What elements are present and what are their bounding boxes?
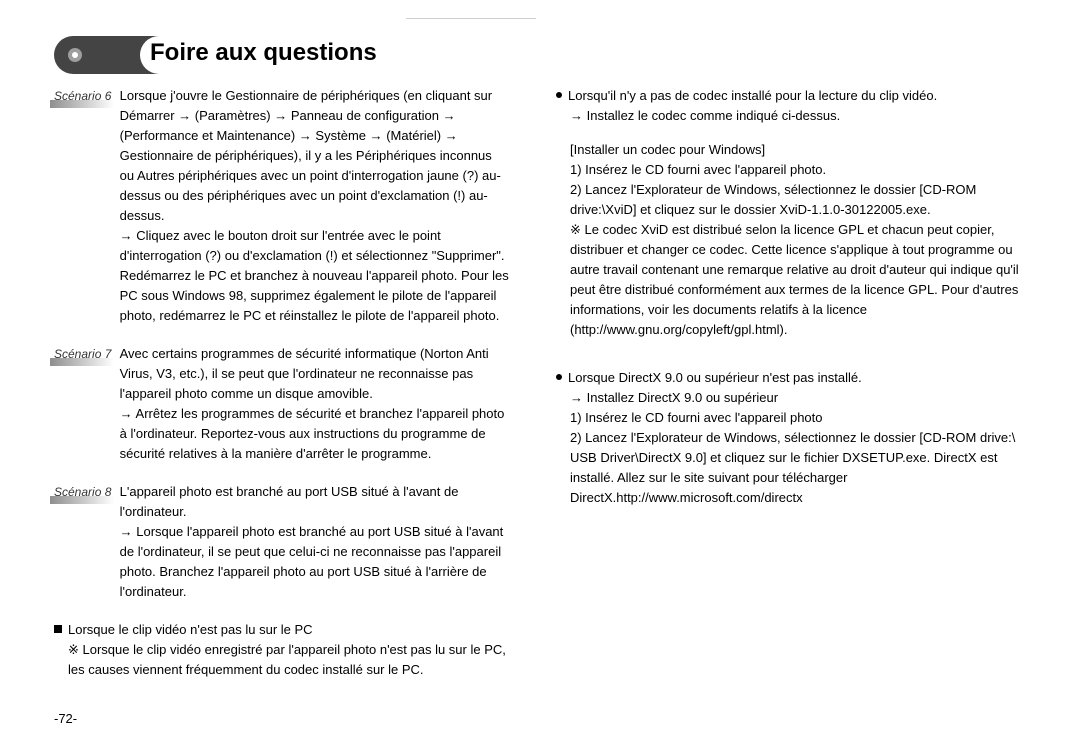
codec-lead: Lorsqu'il n'y a pas de codec installé po… xyxy=(568,88,937,103)
scenario-body: Avec certains programmes de sécurité inf… xyxy=(120,344,510,464)
page-number: -72- xyxy=(54,711,77,726)
directx-lead: Lorsque DirectX 9.0 ou supérieur n'est p… xyxy=(568,370,862,385)
spacer xyxy=(556,126,1024,140)
directx-lead-line: Lorsque DirectX 9.0 ou supérieur n'est p… xyxy=(556,368,1024,388)
dot-bullet-icon xyxy=(556,374,562,380)
scenario-label: Scénario 7 xyxy=(54,344,116,364)
clip-title: Lorsque le clip vidéo n'est pas lu sur l… xyxy=(68,622,313,637)
gradient-icon xyxy=(50,358,114,366)
codec-section: Lorsqu'il n'y a pas de codec installé po… xyxy=(556,86,1024,340)
codec-note: ※ Le codec XviD est distribué selon la l… xyxy=(556,220,1024,340)
scenario-text: L'appareil photo est branché au port USB… xyxy=(120,484,459,519)
gradient-icon xyxy=(50,100,114,108)
codec-step2: 2) Lancez l'Explorateur de Windows, séle… xyxy=(556,180,1024,220)
header: Foire aux questions xyxy=(54,36,444,74)
clip-section: Lorsque le clip vidéo n'est pas lu sur l… xyxy=(54,620,514,680)
scenario-label: Scénario 6 xyxy=(54,86,116,106)
directx-arrow: → Installez DirectX 9.0 ou supérieur xyxy=(556,388,1024,408)
scenario-arrow-text: → Arrêtez les programmes de sécurité et … xyxy=(120,406,505,461)
scenario-6: Scénario 6 Lorsque j'ouvre le Gestionnai… xyxy=(54,86,514,326)
page: Foire aux questions Scénario 6 Lorsque j… xyxy=(0,0,1080,746)
spacer xyxy=(556,358,1024,368)
directx-step1: 1) Insérez le CD fourni avec l'appareil … xyxy=(556,408,1024,428)
pill-dot-inner-icon xyxy=(72,52,78,58)
scenario-body: L'appareil photo est branché au port USB… xyxy=(120,482,510,602)
scenario-arrow-text: → Cliquez avec le bouton droit sur l'ent… xyxy=(120,228,509,323)
scenario-text: Avec certains programmes de sécurité inf… xyxy=(120,346,489,401)
left-column: Scénario 6 Lorsque j'ouvre le Gestionnai… xyxy=(54,86,514,698)
scenario-arrow-text: → Lorsque l'appareil photo est branché a… xyxy=(120,524,504,599)
square-bullet-icon xyxy=(54,625,62,633)
directx-step2: 2) Lancez l'Explorateur de Windows, séle… xyxy=(556,428,1024,508)
scenario-text: Lorsque j'ouvre le Gestionnaire de périp… xyxy=(120,88,501,223)
codec-lead-line: Lorsqu'il n'y a pas de codec installé po… xyxy=(556,86,1024,106)
scenario-8: Scénario 8 L'appareil photo est branché … xyxy=(54,482,514,602)
directx-section: Lorsque DirectX 9.0 ou supérieur n'est p… xyxy=(556,368,1024,508)
page-title: Foire aux questions xyxy=(150,39,377,67)
clip-title-line: Lorsque le clip vidéo n'est pas lu sur l… xyxy=(54,620,514,640)
codec-arrow: → Installez le codec comme indiqué ci-de… xyxy=(556,106,1024,126)
header-line xyxy=(406,18,536,19)
codec-install-title: [Installer un codec pour Windows] xyxy=(556,140,1024,160)
dot-bullet-icon xyxy=(556,92,562,98)
right-column: Lorsqu'il n'y a pas de codec installé po… xyxy=(556,86,1024,526)
codec-step1: 1) Insérez le CD fourni avec l'appareil … xyxy=(556,160,1024,180)
scenario-7: Scénario 7 Avec certains programmes de s… xyxy=(54,344,514,464)
clip-note: ※ Lorsque le clip vidéo enregistré par l… xyxy=(54,640,514,680)
scenario-label: Scénario 8 xyxy=(54,482,116,502)
scenario-body: Lorsque j'ouvre le Gestionnaire de périp… xyxy=(120,86,510,326)
gradient-icon xyxy=(50,496,114,504)
